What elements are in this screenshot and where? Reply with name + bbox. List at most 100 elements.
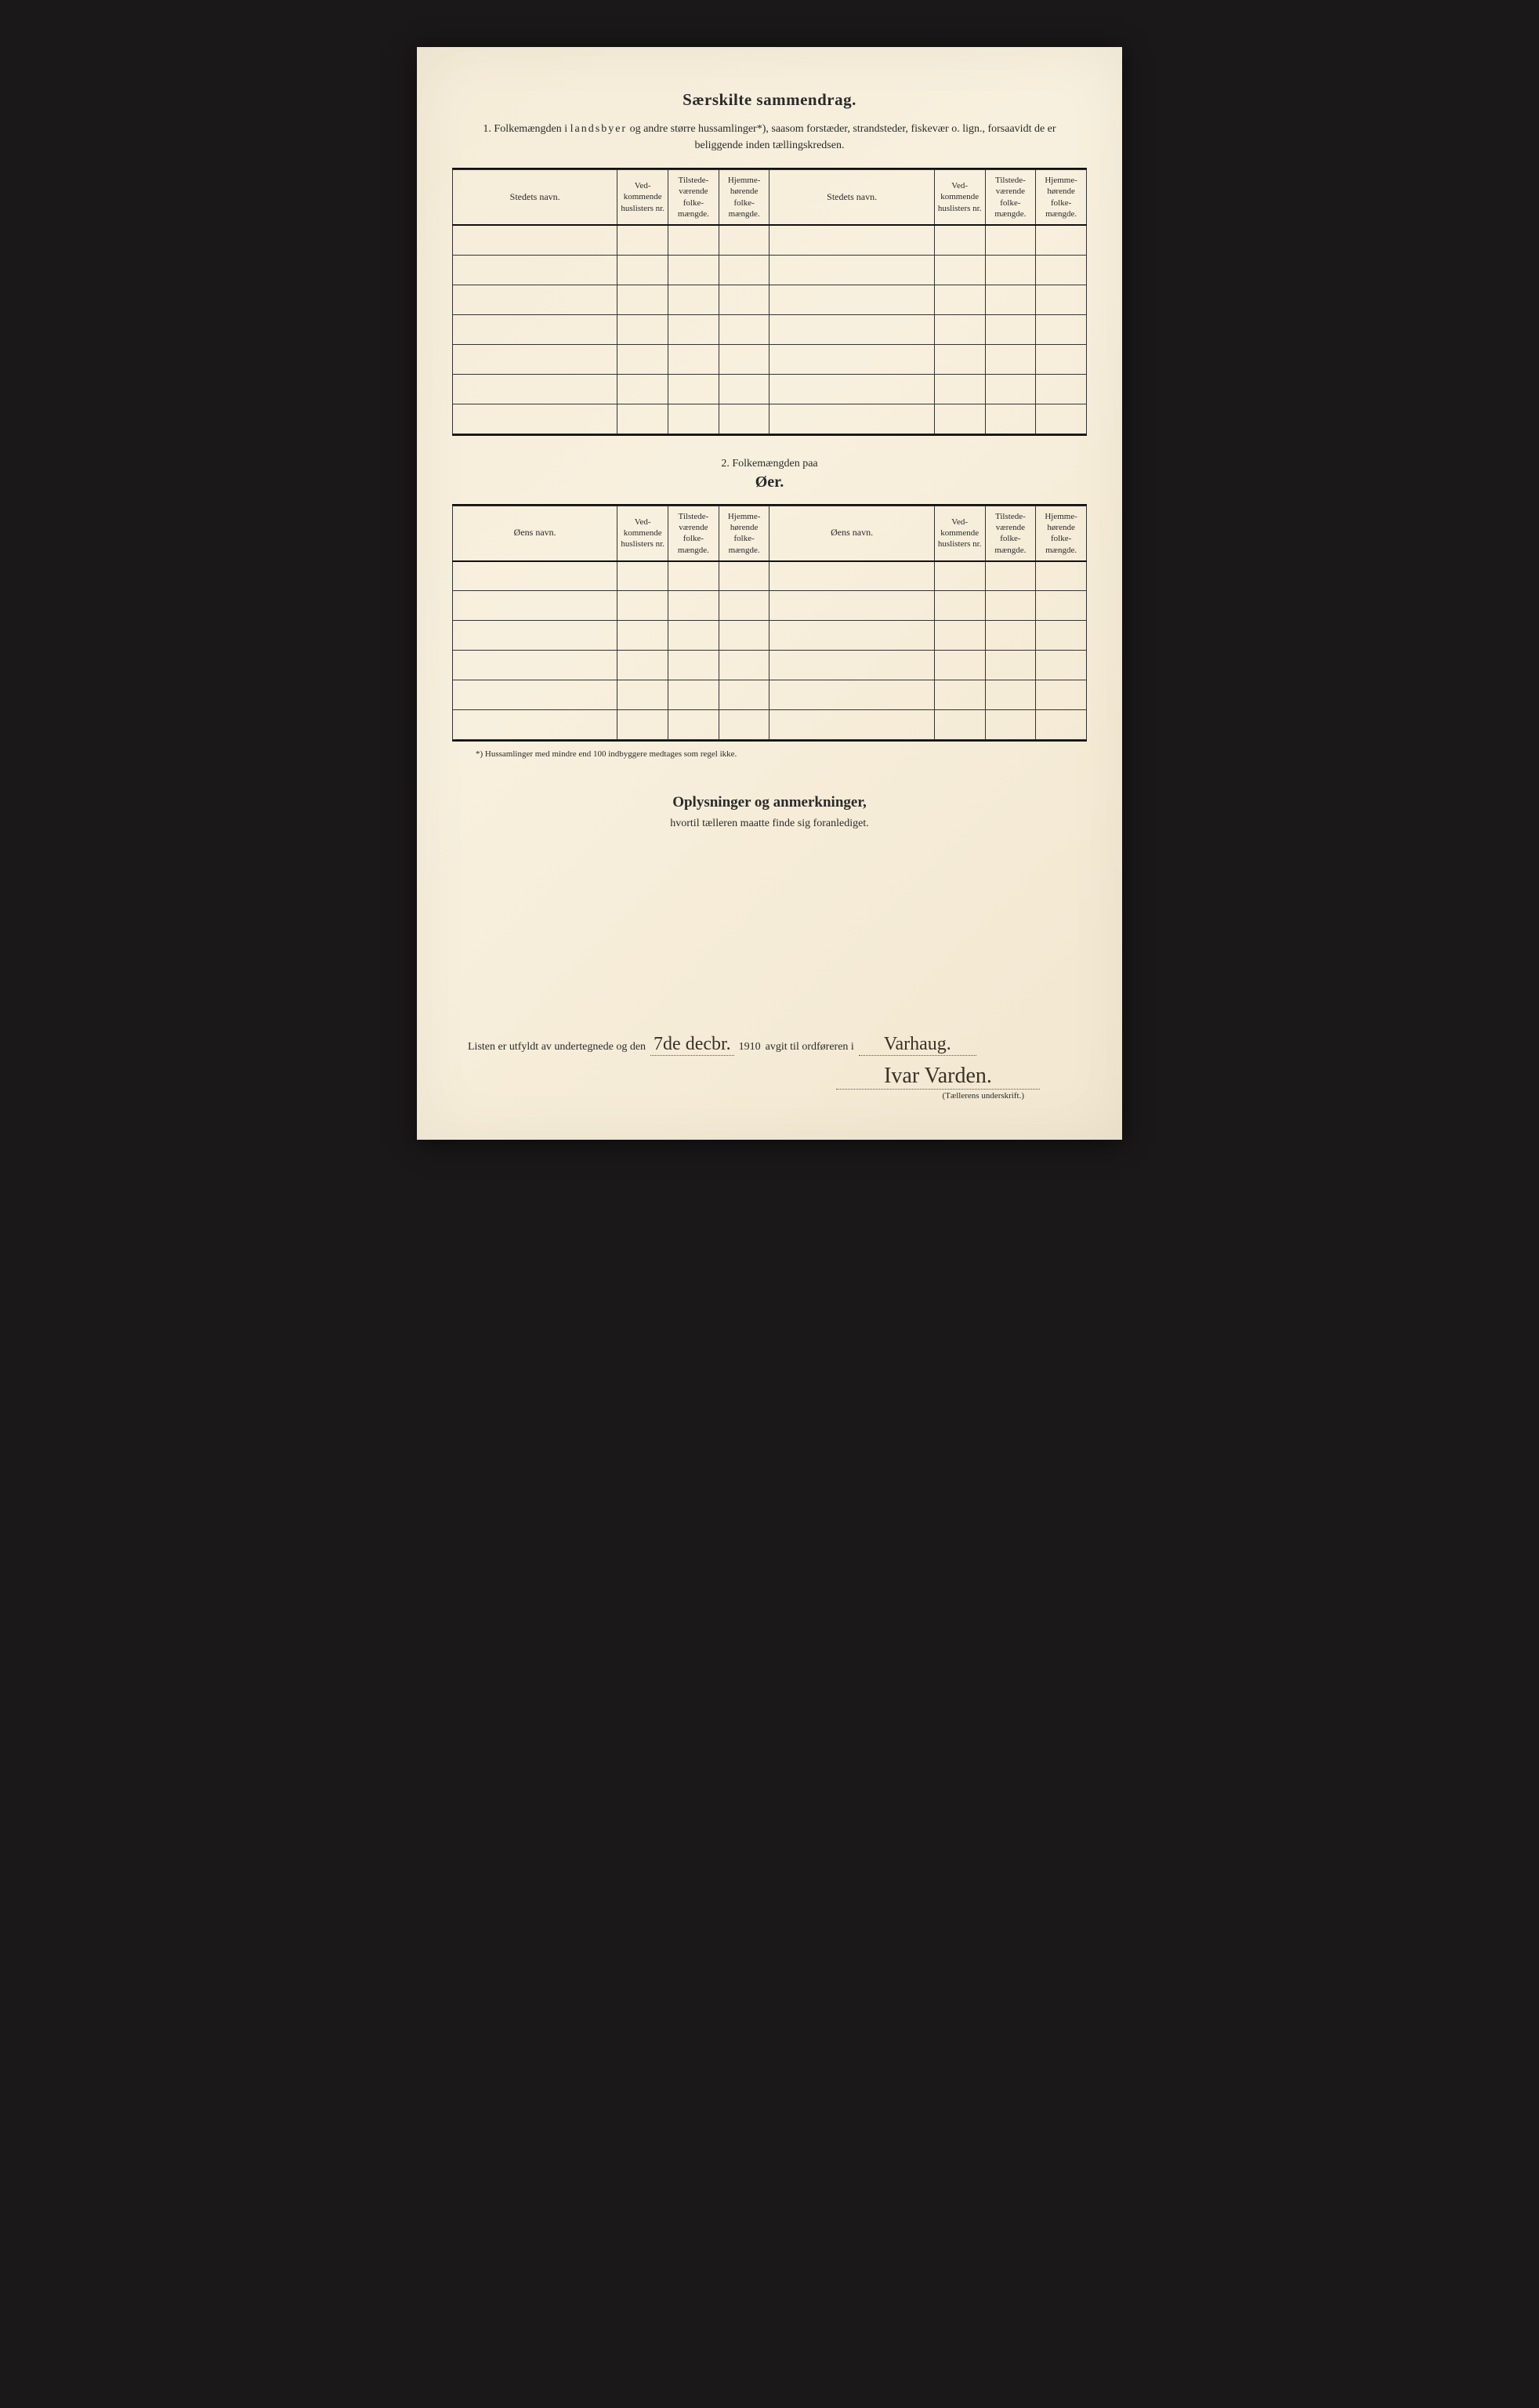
table-cell — [719, 651, 770, 680]
table-cell — [770, 680, 934, 710]
table-cell — [719, 225, 770, 255]
table-cell — [934, 591, 985, 621]
table-cell — [985, 621, 1036, 651]
table-cell — [985, 344, 1036, 374]
table-cell — [719, 710, 770, 740]
table-cell — [453, 680, 617, 710]
table-cell — [453, 225, 617, 255]
table-row — [453, 710, 1087, 740]
table-cell — [770, 344, 934, 374]
th-tilstede-l: Tilstede- værende folke- mængde. — [668, 170, 719, 226]
table-cell — [1036, 374, 1087, 404]
table-cell — [719, 404, 770, 433]
table-cell — [453, 404, 617, 433]
table-cell — [617, 255, 668, 285]
th-oens-navn-l: Øens navn. — [453, 506, 617, 561]
th-stedets-navn-r: Stedets navn. — [770, 170, 934, 226]
document-page: Særskilte sammendrag. 1. Folkemængden i … — [417, 47, 1122, 1140]
table-cell — [719, 255, 770, 285]
table-row — [453, 344, 1087, 374]
table-row — [453, 255, 1087, 285]
table-cell — [934, 561, 985, 591]
table-cell — [1036, 225, 1087, 255]
table1-wrap: Stedets navn. Ved- kommende huslisters n… — [452, 168, 1087, 436]
table-cell — [719, 591, 770, 621]
signature-line: Listen er utfyldt av undertegnede og den… — [452, 1034, 1087, 1056]
th2-vedkommende-l: Ved- kommende huslisters nr. — [617, 506, 668, 561]
table-cell — [719, 621, 770, 651]
table2: Øens navn. Ved- kommende huslisters nr. … — [452, 506, 1087, 741]
table-cell — [934, 285, 985, 314]
table-cell — [770, 374, 934, 404]
table-row — [453, 561, 1087, 591]
intro-post: og andre større hussamlinger*), saasom f… — [627, 123, 1056, 151]
table-cell — [770, 314, 934, 344]
sig-name: Ivar Varden. — [836, 1064, 1040, 1090]
table-row — [453, 621, 1087, 651]
table-row — [453, 404, 1087, 433]
oplysninger-sub: hvortil tælleren maatte finde sig foranl… — [452, 818, 1087, 830]
table-cell — [934, 621, 985, 651]
table-cell — [453, 710, 617, 740]
oplysninger-title: Oplysninger og anmerkninger, — [452, 794, 1087, 811]
table-cell — [617, 344, 668, 374]
table-cell — [453, 255, 617, 285]
table-cell — [453, 314, 617, 344]
table-cell — [1036, 255, 1087, 285]
table-cell — [985, 561, 1036, 591]
table-cell — [770, 621, 934, 651]
intro-pre: 1. Folkemængden i — [483, 123, 570, 135]
sig-date: 7de decbr. — [650, 1034, 734, 1056]
table-cell — [719, 680, 770, 710]
table-cell — [453, 591, 617, 621]
table-cell — [668, 314, 719, 344]
table-cell — [617, 225, 668, 255]
table-cell — [617, 680, 668, 710]
signature-name-line: Ivar Varden. — [452, 1064, 1087, 1090]
table-cell — [1036, 344, 1087, 374]
table-cell — [719, 374, 770, 404]
table-cell — [617, 710, 668, 740]
th2-vedkommende-r: Ved- kommende huslisters nr. — [934, 506, 985, 561]
table-cell — [719, 314, 770, 344]
table-row — [453, 591, 1087, 621]
table-cell — [934, 225, 985, 255]
table-cell — [985, 374, 1036, 404]
th2-tilstede-l: Tilstede- værende folke- mængde. — [668, 506, 719, 561]
table-cell — [934, 314, 985, 344]
table-cell — [617, 591, 668, 621]
table-row — [453, 314, 1087, 344]
table-cell — [453, 285, 617, 314]
table-cell — [770, 561, 934, 591]
signature-caption: (Tællerens underskrift.) — [452, 1091, 1087, 1101]
th2-hjemme-l: Hjemme- hørende folke- mængde. — [719, 506, 770, 561]
table-cell — [617, 404, 668, 433]
th-hjemme-l: Hjemme- hørende folke- mængde. — [719, 170, 770, 226]
table-cell — [934, 404, 985, 433]
table-cell — [985, 651, 1036, 680]
table-cell — [668, 285, 719, 314]
table-cell — [985, 710, 1036, 740]
table-cell — [934, 680, 985, 710]
table-cell — [668, 651, 719, 680]
table-cell — [934, 710, 985, 740]
th-hjemme-r: Hjemme- hørende folke- mængde. — [1036, 170, 1087, 226]
table-cell — [668, 710, 719, 740]
table-cell — [934, 374, 985, 404]
table-cell — [617, 314, 668, 344]
table-cell — [453, 651, 617, 680]
table-cell — [668, 561, 719, 591]
table-cell — [668, 255, 719, 285]
table-cell — [719, 344, 770, 374]
table-cell — [985, 225, 1036, 255]
table-cell — [770, 710, 934, 740]
table-cell — [985, 591, 1036, 621]
sig-place: Varhaug. — [859, 1034, 976, 1056]
table-cell — [617, 561, 668, 591]
table-cell — [1036, 404, 1087, 433]
th-stedets-navn-l: Stedets navn. — [453, 170, 617, 226]
table-cell — [1036, 314, 1087, 344]
th-oens-navn-r: Øens navn. — [770, 506, 934, 561]
table-cell — [1036, 591, 1087, 621]
footnote: *) Hussamlinger med mindre end 100 indby… — [452, 749, 1087, 759]
